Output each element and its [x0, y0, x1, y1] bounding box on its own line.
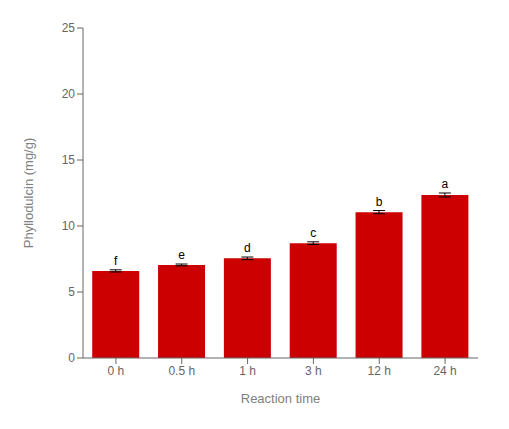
svg-text:24 h: 24 h: [433, 364, 456, 378]
svg-text:f: f: [114, 254, 118, 268]
svg-text:0: 0: [68, 351, 75, 365]
svg-text:20: 20: [62, 87, 76, 101]
svg-text:0.5 h: 0.5 h: [168, 364, 195, 378]
svg-text:1 h: 1 h: [239, 364, 256, 378]
svg-text:15: 15: [62, 153, 76, 167]
svg-text:3 h: 3 h: [305, 364, 322, 378]
svg-text:Phyllodulcin (mg/g): Phyllodulcin (mg/g): [21, 138, 36, 249]
svg-text:d: d: [244, 241, 251, 255]
svg-text:c: c: [310, 226, 316, 240]
svg-text:5: 5: [68, 285, 75, 299]
svg-text:a: a: [442, 177, 449, 191]
svg-text:0 h: 0 h: [108, 364, 125, 378]
svg-text:12 h: 12 h: [368, 364, 391, 378]
svg-text:10: 10: [62, 219, 76, 233]
svg-text:b: b: [376, 195, 383, 209]
svg-text:e: e: [178, 248, 185, 262]
svg-text:Reaction time: Reaction time: [241, 391, 320, 406]
svg-text:25: 25: [62, 21, 76, 35]
